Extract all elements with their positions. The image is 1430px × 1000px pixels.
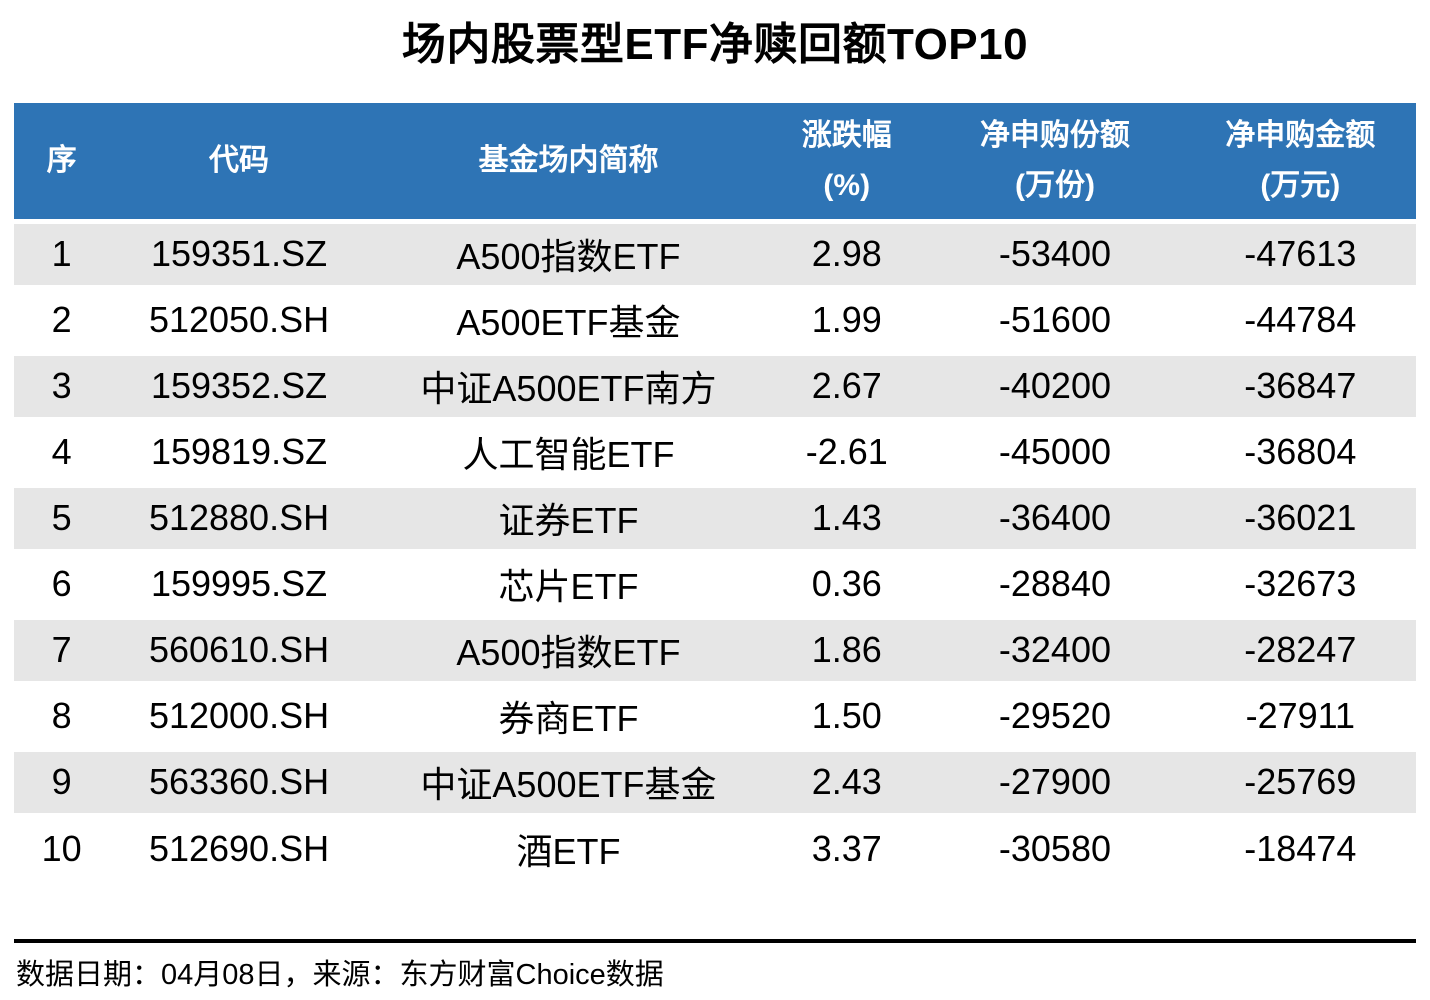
etf-redemption-table: 序 代码 基金场内简称 涨跌幅 (%) 净申购份额 (万份) 净申购金额 [14, 103, 1416, 881]
cell-name: A500指数ETF [368, 614, 769, 683]
cell-code: 159352.SZ [109, 350, 369, 419]
footer-divider [14, 939, 1416, 943]
cell-rank: 3 [14, 350, 110, 419]
cell-rank: 9 [14, 746, 110, 815]
cell-net-amount: -18474 [1184, 812, 1416, 881]
col-header-code: 代码 [109, 103, 369, 221]
table-row: 5 512880.SH 证券ETF 1.43 -36400 -36021 [14, 482, 1416, 551]
cell-name: A500ETF基金 [368, 284, 769, 353]
col-header-net-amount-unit: (万元) [1260, 168, 1341, 202]
cell-net-amount: -25769 [1184, 746, 1416, 815]
cell-net-shares: -40200 [925, 350, 1185, 419]
col-header-net-shares: 净申购份额 (万份) [925, 103, 1185, 221]
table-row: 10 512690.SH 酒ETF 3.37 -30580 -18474 [14, 812, 1416, 881]
table-row: 7 560610.SH A500指数ETF 1.86 -32400 -28247 [14, 614, 1416, 683]
data-source-note: 数据日期：04月08日，来源：东方财富Choice数据 [16, 959, 664, 991]
col-header-net-amount-label: 净申购金额 [1225, 118, 1376, 152]
cell-net-shares: -30580 [925, 812, 1185, 881]
cell-net-shares: -36400 [925, 482, 1185, 551]
cell-rank: 6 [14, 548, 110, 617]
cell-change: 0.36 [768, 548, 926, 617]
table-row: 8 512000.SH 券商ETF 1.50 -29520 -27911 [14, 680, 1416, 749]
cell-rank: 1 [14, 218, 110, 287]
cell-code: 159819.SZ [109, 416, 369, 485]
cell-rank: 7 [14, 614, 110, 683]
cell-net-shares: -51600 [925, 284, 1185, 353]
table-header-row: 序 代码 基金场内简称 涨跌幅 (%) 净申购份额 (万份) 净申购金额 [14, 103, 1416, 221]
cell-net-shares: -27900 [925, 746, 1185, 815]
table-header: 序 代码 基金场内简称 涨跌幅 (%) 净申购份额 (万份) 净申购金额 [14, 103, 1416, 221]
cell-net-amount: -27911 [1184, 680, 1416, 749]
cell-name: 芯片ETF [368, 548, 769, 617]
cell-code: 512880.SH [109, 482, 369, 551]
cell-change: 1.86 [768, 614, 926, 683]
cell-change: 3.37 [768, 812, 926, 881]
cell-net-shares: -45000 [925, 416, 1185, 485]
col-header-change-unit: (%) [823, 168, 871, 202]
table-row: 6 159995.SZ 芯片ETF 0.36 -28840 -32673 [14, 548, 1416, 617]
table-row: 4 159819.SZ 人工智能ETF -2.61 -45000 -36804 [14, 416, 1416, 485]
cell-change: 1.43 [768, 482, 926, 551]
table-row: 3 159352.SZ 中证A500ETF南方 2.67 -40200 -36847 [14, 350, 1416, 419]
cell-code: 563360.SH [109, 746, 369, 815]
cell-net-amount: -36847 [1184, 350, 1416, 419]
cell-name: 中证A500ETF基金 [368, 746, 769, 815]
cell-code: 159351.SZ [109, 218, 369, 287]
col-header-name: 基金场内简称 [368, 103, 769, 221]
cell-code: 560610.SH [109, 614, 369, 683]
cell-net-amount: -28247 [1184, 614, 1416, 683]
table-row: 9 563360.SH 中证A500ETF基金 2.43 -27900 -25769 [14, 746, 1416, 815]
cell-rank: 4 [14, 416, 110, 485]
col-header-net-shares-label: 净申购份额 [979, 118, 1130, 152]
cell-code: 159995.SZ [109, 548, 369, 617]
col-header-name-label: 基金场内简称 [478, 143, 659, 177]
cell-name: 券商ETF [368, 680, 769, 749]
cell-change: -2.61 [768, 416, 926, 485]
col-header-net-amount: 净申购金额 (万元) [1184, 103, 1416, 221]
col-header-rank: 序 [14, 103, 110, 221]
table-row: 2 512050.SH A500ETF基金 1.99 -51600 -44784 [14, 284, 1416, 353]
table-row: 1 159351.SZ A500指数ETF 2.98 -53400 -47613 [14, 218, 1416, 287]
cell-net-shares: -32400 [925, 614, 1185, 683]
cell-rank: 8 [14, 680, 110, 749]
cell-rank: 2 [14, 284, 110, 353]
cell-net-amount: -44784 [1184, 284, 1416, 353]
table-body: 1 159351.SZ A500指数ETF 2.98 -53400 -47613 2 5120… [14, 218, 1416, 881]
col-header-code-label: 代码 [209, 143, 269, 177]
cell-net-amount: -32673 [1184, 548, 1416, 617]
cell-change: 1.50 [768, 680, 926, 749]
cell-name: 中证A500ETF南方 [368, 350, 769, 419]
page-title: 场内股票型ETF净赎回额TOP10 [401, 20, 1029, 69]
cell-change: 2.67 [768, 350, 926, 419]
col-header-change-label: 涨跌幅 [801, 118, 892, 152]
cell-name: A500指数ETF [368, 218, 769, 287]
col-header-change: 涨跌幅 (%) [768, 103, 926, 221]
cell-net-shares: -53400 [925, 218, 1185, 287]
cell-net-amount: -36021 [1184, 482, 1416, 551]
cell-code: 512000.SH [109, 680, 369, 749]
cell-code: 512050.SH [109, 284, 369, 353]
cell-rank: 5 [14, 482, 110, 551]
cell-change: 2.98 [768, 218, 926, 287]
cell-net-shares: -29520 [925, 680, 1185, 749]
col-header-rank-label: 序 [46, 143, 77, 177]
cell-rank: 10 [14, 812, 110, 881]
col-header-net-shares-unit: (万份) [1014, 168, 1095, 202]
cell-code: 512690.SH [109, 812, 369, 881]
cell-net-shares: -28840 [925, 548, 1185, 617]
cell-change: 1.99 [768, 284, 926, 353]
cell-change: 2.43 [768, 746, 926, 815]
cell-name: 酒ETF [368, 812, 769, 881]
cell-name: 证券ETF [368, 482, 769, 551]
cell-net-amount: -47613 [1184, 218, 1416, 287]
cell-net-amount: -36804 [1184, 416, 1416, 485]
cell-name: 人工智能ETF [368, 416, 769, 485]
